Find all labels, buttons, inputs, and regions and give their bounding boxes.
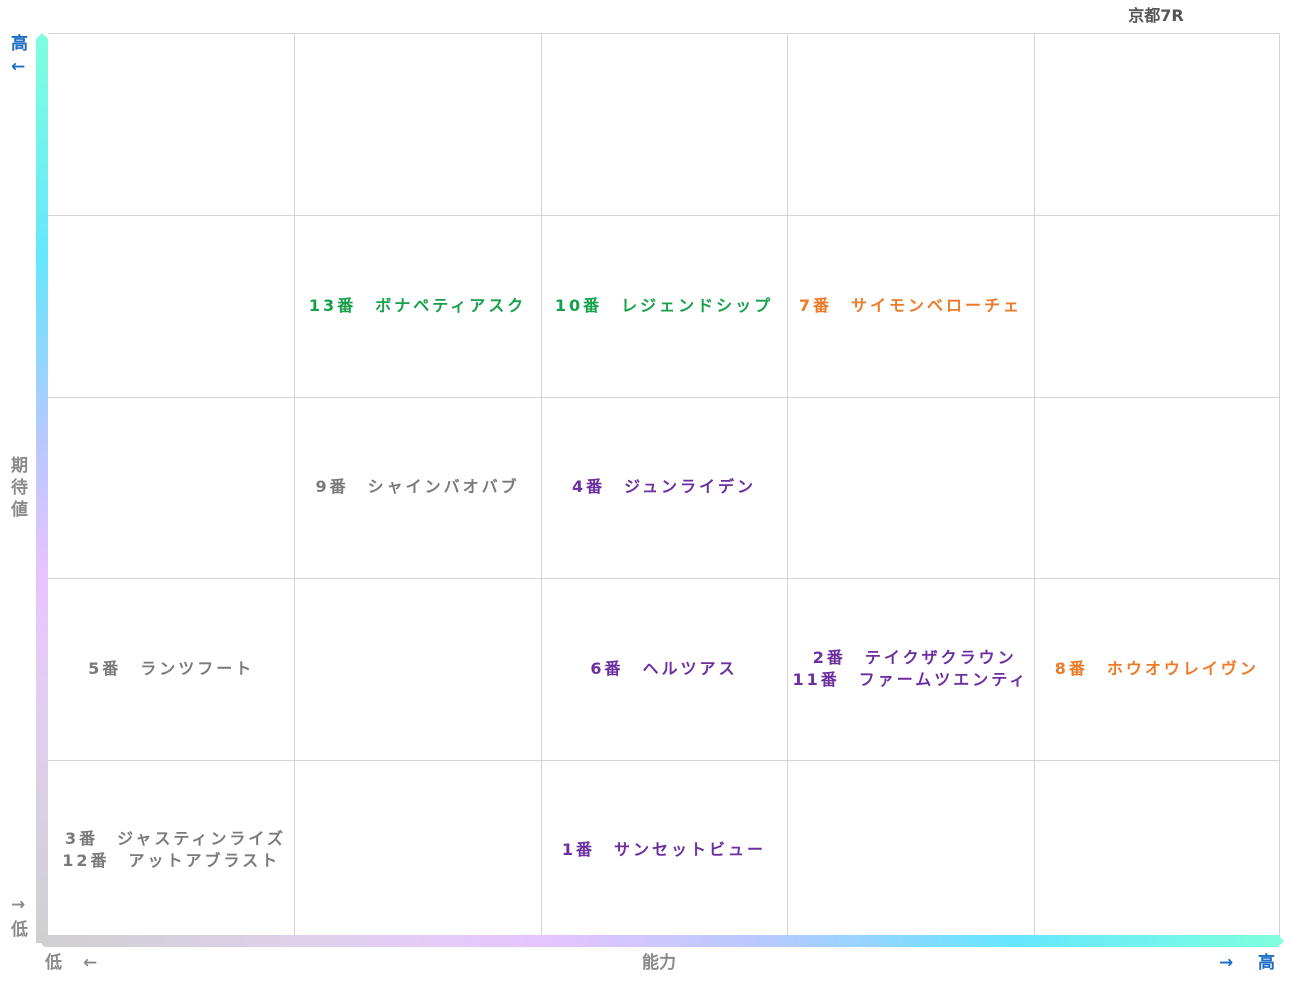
grid-cell: 7番 サイモンベローチェ bbox=[787, 215, 1033, 396]
y-axis-label: 期待値 bbox=[11, 456, 28, 520]
y-low-label: 低 bbox=[11, 920, 28, 940]
horse-entry: 13番 ボナペティアスク bbox=[308, 296, 527, 316]
x-high-arrow-icon: → bbox=[1219, 953, 1234, 973]
horse-entry: 5番 ランツフート bbox=[88, 658, 255, 678]
horse-entry: 4番 ジュンライデン bbox=[571, 477, 756, 497]
x-axis-arrow bbox=[36, 935, 1284, 947]
grid-cell: 13番 ボナペティアスク bbox=[294, 215, 540, 396]
horse-entry: 11番 ファームツエンティ bbox=[792, 669, 1029, 689]
grid-column-divider bbox=[294, 34, 296, 940]
grid-row-divider bbox=[48, 396, 1279, 398]
horse-entry: 2番 テイクザクラウン bbox=[804, 647, 1017, 667]
y-high-arrow-icon: ← bbox=[11, 57, 26, 77]
grid-column-divider bbox=[540, 34, 542, 940]
race-title: 京都7R bbox=[1128, 6, 1184, 25]
grid-cell: 5番 ランツフート bbox=[48, 578, 294, 759]
horse-entry: 3番 ジャスティンライズ bbox=[56, 829, 286, 849]
grid-cell: 9番 シャインバオバブ bbox=[294, 397, 540, 578]
grid-column-divider bbox=[787, 34, 789, 940]
x-low-arrow-icon: ← bbox=[83, 953, 98, 973]
matrix-grid: 13番 ボナペティアスク 10番 レジェンドシップ 7番 サイモンベローチェ 9番 シ… bbox=[48, 33, 1280, 940]
grid-cell: 4番 ジュンライデン bbox=[541, 397, 787, 578]
grid-row-divider bbox=[48, 215, 1279, 217]
grid-cell: 10番 レジェンドシップ bbox=[541, 215, 787, 396]
horse-entry: 6番 ヘルツアス bbox=[590, 658, 738, 678]
horse-entry: 7番 サイモンベローチェ bbox=[798, 296, 1022, 316]
horse-entry: 9番 シャインバオバブ bbox=[315, 477, 520, 497]
grid-cell: 6番 ヘルツアス bbox=[541, 578, 787, 759]
grid-row-divider bbox=[48, 759, 1279, 761]
horse-entry: 1番 サンセットビュー bbox=[561, 840, 767, 860]
horse-entry: 12番 アットアブラスト bbox=[62, 851, 281, 871]
grid-cell: 8番 ホウオウレイヴン bbox=[1034, 578, 1280, 759]
x-axis-label: 能力 bbox=[642, 953, 676, 973]
y-high-label: 高 bbox=[11, 34, 28, 54]
grid-column-divider bbox=[1033, 34, 1035, 940]
grid-row-divider bbox=[48, 578, 1279, 580]
y-axis-arrow bbox=[36, 33, 48, 943]
x-high-label: 高 bbox=[1258, 953, 1275, 973]
y-low-arrow-icon: → bbox=[11, 895, 26, 915]
grid-cell: 3番 ジャスティンライズ 12番 アットアブラスト bbox=[48, 760, 294, 941]
horse-entry: 8番 ホウオウレイヴン bbox=[1054, 658, 1259, 678]
horse-entry: 10番 レジェンドシップ bbox=[554, 296, 774, 316]
grid-cell: 2番 テイクザクラウン 11番 ファームツエンティ bbox=[787, 578, 1033, 759]
grid-cell: 1番 サンセットビュー bbox=[541, 760, 787, 941]
x-low-label: 低 bbox=[45, 953, 62, 973]
